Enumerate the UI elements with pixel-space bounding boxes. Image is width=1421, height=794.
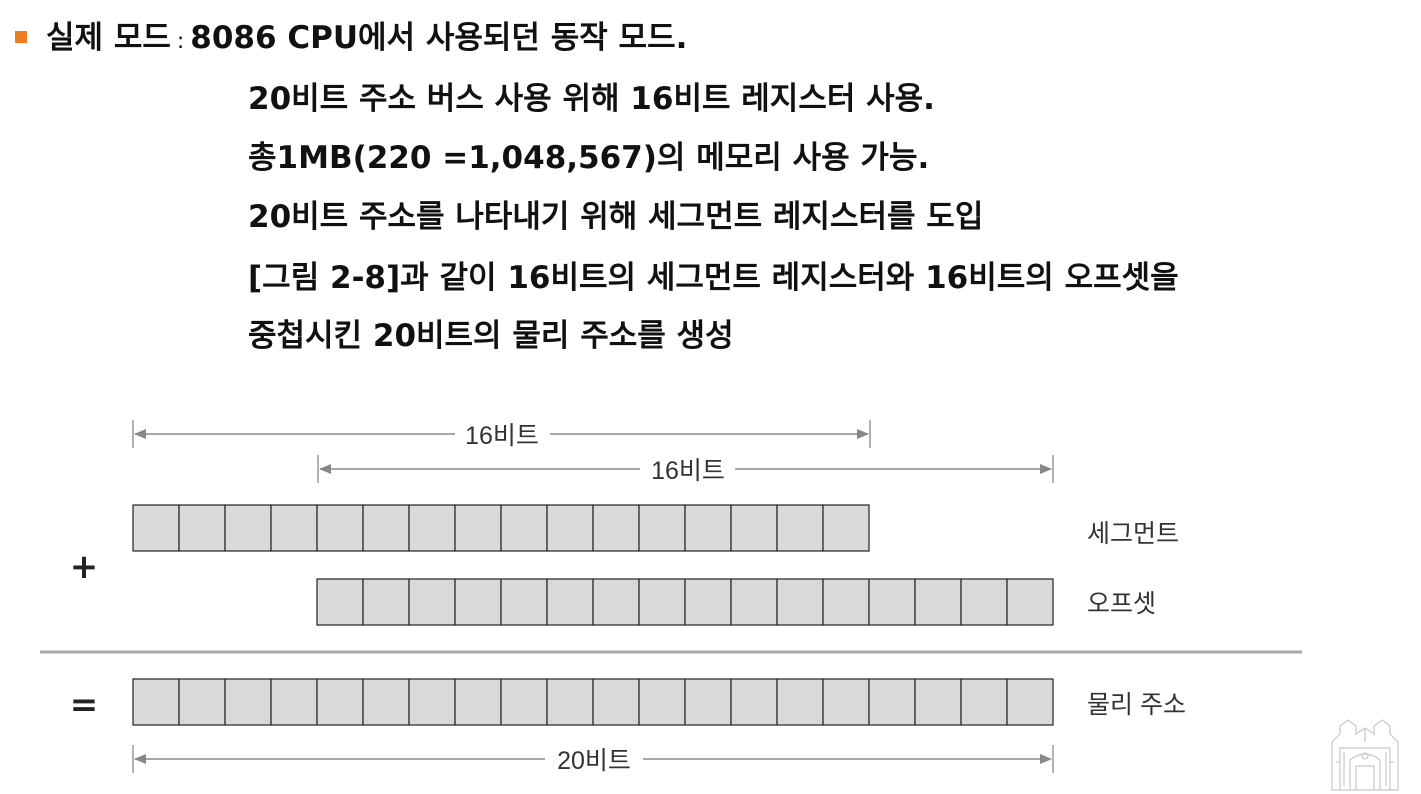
bit-cell [960, 578, 1008, 626]
bit-cell [132, 678, 180, 726]
text-line-figure-reference: [그림 2-8]과 같이 16비트의 세그먼트 레지스터와 16비트의 오프셋을 [248, 260, 1179, 296]
bit-cell [638, 678, 686, 726]
bit-cell [362, 578, 410, 626]
segment-label: 세그먼트 [1087, 520, 1179, 548]
segment-register-row [132, 504, 870, 552]
bit-cell [868, 678, 916, 726]
bit-cell [316, 678, 364, 726]
bit-cell [868, 578, 916, 626]
real-mode-label: 실제 모드 [46, 20, 171, 56]
bit-cell [178, 504, 226, 552]
physical-address-label: 물리 주소 [1087, 691, 1186, 719]
bit-cell [822, 504, 870, 552]
bit-cell [316, 578, 364, 626]
text-line-real-mode: 실제 모드:8086 CPU에서 사용되던 동작 모드. [46, 18, 687, 62]
equals-sign: = [70, 685, 99, 725]
bullet-square [15, 31, 27, 43]
bit-cell [408, 678, 456, 726]
offset-label: 오프셋 [1087, 590, 1156, 618]
bit-cell [592, 504, 640, 552]
bit-cell [776, 504, 824, 552]
physical-address-row [132, 678, 1054, 726]
text-line-physical-address: 중첩시킨 20비트의 물리 주소를 생성 [248, 318, 734, 354]
text-line-memory-size: 총1MB(220 =1,048,567)의 메모리 사용 가능. [248, 140, 930, 176]
bit-cell [316, 504, 364, 552]
bit-cell [270, 678, 318, 726]
bit-cell [408, 578, 456, 626]
physical-width-dimension: 20비트 [132, 745, 1054, 775]
bit-cell [776, 578, 824, 626]
bit-cell [822, 578, 870, 626]
real-mode-description: 8086 CPU에서 사용되던 동작 모드. [190, 20, 688, 56]
bit-cell [500, 578, 548, 626]
physical-width-label: 20비트 [557, 747, 631, 775]
text-line-address-bus: 20비트 주소 버스 사용 위해 16비트 레지스터 사용. [248, 81, 935, 117]
text-line-segment-register: 20비트 주소를 나타내기 위해 세그먼트 레지스터를 도입 [248, 199, 984, 235]
offset-register-row [316, 578, 1054, 626]
bit-cell [1006, 578, 1054, 626]
segment-width-label: 16비트 [465, 422, 539, 450]
bit-cell [454, 504, 502, 552]
offset-width-dimension: 16비트 [317, 455, 1054, 485]
colon: : [176, 29, 185, 54]
segment-width-dimension: 16비트 [132, 420, 871, 450]
bit-cell [592, 678, 640, 726]
bit-cell [178, 678, 226, 726]
bit-cell [546, 678, 594, 726]
bit-cell [546, 578, 594, 626]
bit-cell [592, 578, 640, 626]
bit-cell [270, 504, 318, 552]
bit-cell [960, 678, 1008, 726]
bit-cell [730, 504, 778, 552]
bit-cell [684, 504, 732, 552]
bit-cell [776, 678, 824, 726]
bit-cell [684, 678, 732, 726]
plus-sign: + [70, 547, 99, 587]
offset-width-label: 16비트 [651, 457, 725, 485]
bit-cell [132, 504, 180, 552]
bit-cell [822, 678, 870, 726]
bit-cell [684, 578, 732, 626]
bit-cell [362, 504, 410, 552]
bit-cell [638, 504, 686, 552]
bit-cell [454, 578, 502, 626]
bit-cell [730, 678, 778, 726]
bit-cell [914, 578, 962, 626]
bit-cell [408, 504, 456, 552]
bit-cell [914, 678, 962, 726]
bit-cell [638, 578, 686, 626]
bit-cell [500, 504, 548, 552]
bit-cell [500, 678, 548, 726]
bit-cell [454, 678, 502, 726]
bit-cell [1006, 678, 1054, 726]
university-building-logo-icon [1331, 719, 1399, 791]
bit-cell [362, 678, 410, 726]
bit-cell [546, 504, 594, 552]
bit-cell [730, 578, 778, 626]
bit-cell [224, 504, 272, 552]
bit-cell [224, 678, 272, 726]
